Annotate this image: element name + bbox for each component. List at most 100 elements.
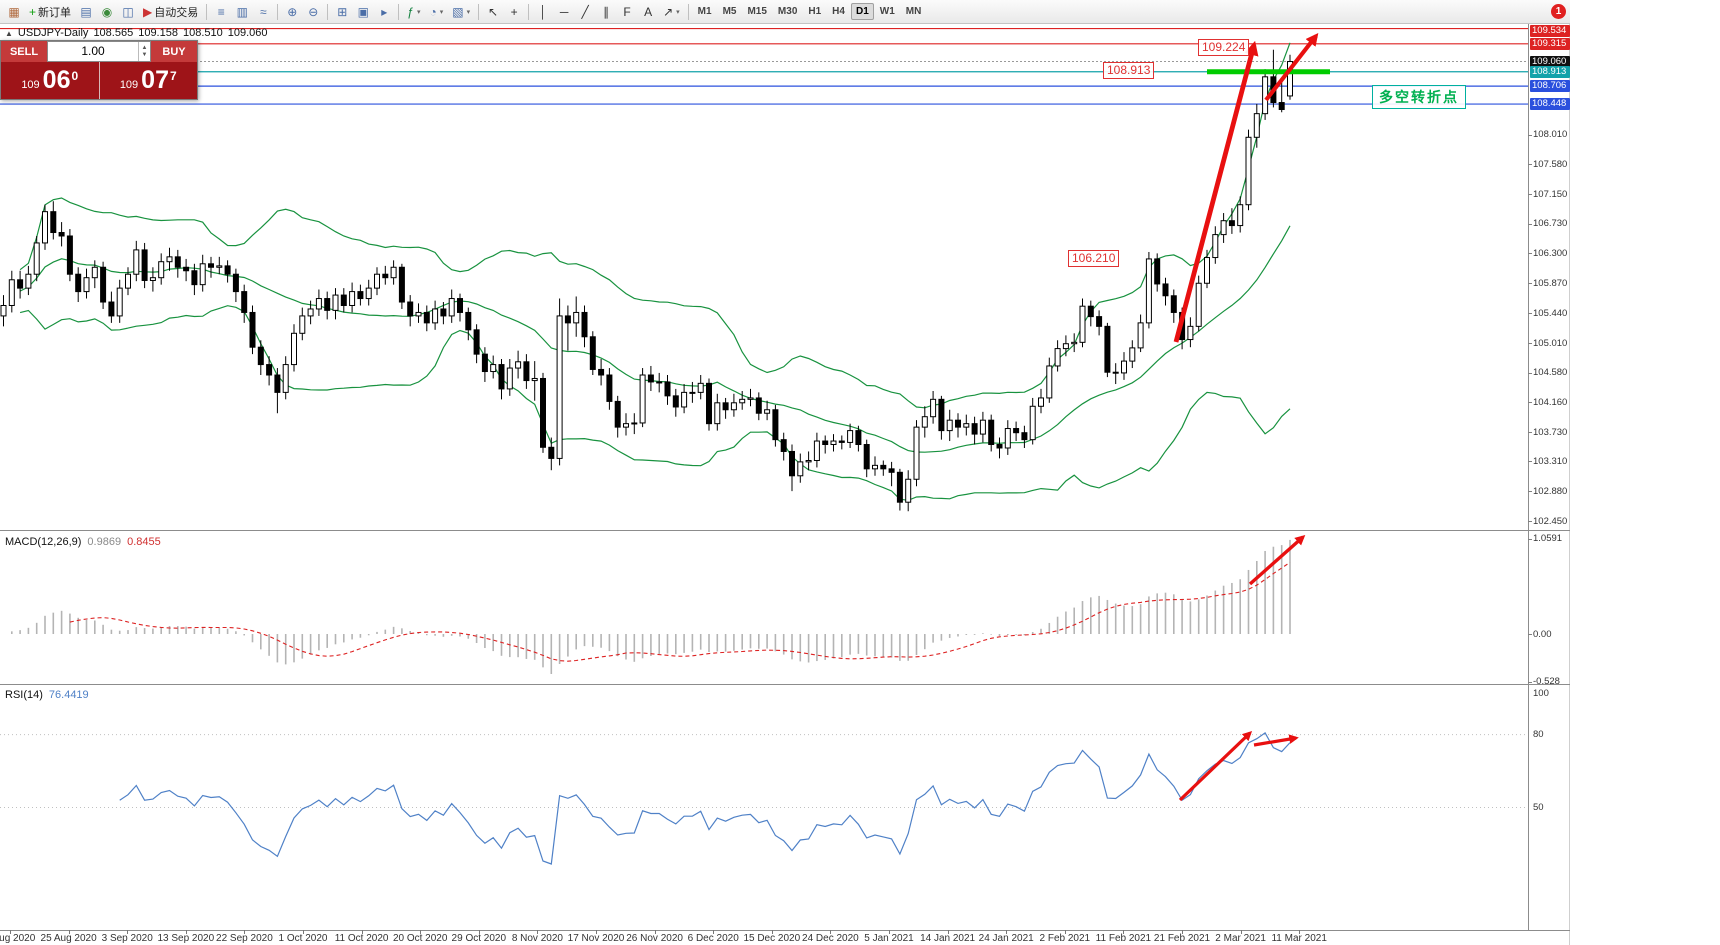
date-axis-label: 24 Jan 2021 xyxy=(978,933,1034,944)
date-axis-label: 21 Feb 2021 xyxy=(1153,933,1211,944)
axis-tick xyxy=(889,930,890,934)
horizontal-line-button[interactable]: ─ xyxy=(554,2,574,22)
price-axis-label: 107.150 xyxy=(1533,188,1568,200)
notification-badge[interactable]: 1 xyxy=(1551,4,1566,19)
indicators-button[interactable]: ƒ ▾ xyxy=(403,2,424,22)
candlestick-chart-button[interactable]: ▥ xyxy=(232,2,252,22)
spin-down-icon[interactable]: ▼ xyxy=(141,51,148,58)
cursor-button[interactable]: ↖ xyxy=(483,2,503,22)
equidistant-channel-button[interactable]: ∥ xyxy=(596,2,616,22)
panel-separator[interactable] xyxy=(0,530,1570,531)
axis-tick xyxy=(1123,930,1125,934)
line-chart-button[interactable]: ≈ xyxy=(253,2,273,22)
rsi-arrow[interactable] xyxy=(1253,734,1299,747)
axis-tick xyxy=(10,930,11,934)
fibonacci-button[interactable]: F xyxy=(617,2,637,22)
new-chart-button[interactable]: ▦ xyxy=(4,2,24,22)
auto-arrange-button[interactable]: ▣ xyxy=(353,2,373,22)
volume-spinner[interactable]: ▲ ▼ xyxy=(138,42,150,61)
price-annotation[interactable]: 108.913 xyxy=(1103,62,1155,79)
price-axis-marker: 109.315 xyxy=(1530,37,1570,50)
volume-input[interactable]: 1.00 ▲ ▼ xyxy=(47,41,151,62)
timeframe-m1[interactable]: M1 xyxy=(697,6,712,17)
axis-tick xyxy=(1182,930,1183,934)
axis-tick xyxy=(771,930,773,934)
new-order-button[interactable]: + 新订单 xyxy=(25,2,75,22)
trendline-button[interactable]: ╱ xyxy=(575,2,595,22)
turning-point-label[interactable]: 多空转折点 xyxy=(1372,85,1466,109)
price-axis-label: 103.310 xyxy=(1533,455,1568,467)
tile-windows-button[interactable]: ⊞ xyxy=(332,2,352,22)
crosshair-icon: + xyxy=(510,4,518,19)
arrow-objects-button[interactable]: ↗ ▾ xyxy=(659,2,684,22)
macd-name: MACD(12,26,9) xyxy=(5,536,82,548)
price-annotation[interactable]: 109.224 xyxy=(1198,39,1250,56)
axis-tick xyxy=(654,930,656,934)
trend-arrows[interactable] xyxy=(1173,33,1319,343)
date-axis-label: 22 Sep 2020 xyxy=(216,933,273,944)
axis-tick xyxy=(1006,930,1008,934)
sell-button[interactable]: SELL xyxy=(1,41,47,62)
timeframe-m15[interactable]: M15 xyxy=(747,6,767,17)
zoom-out-button[interactable]: ⊖ xyxy=(303,2,323,22)
text-label-button[interactable]: A xyxy=(638,2,658,22)
indicators-icon: ƒ xyxy=(407,4,414,19)
date-axis-label: 13 Sep 2020 xyxy=(157,933,215,944)
templates-button[interactable]: ▧ ▾ xyxy=(448,2,474,22)
rsi-panel-canvas[interactable] xyxy=(0,686,1528,929)
axis-tick xyxy=(713,930,715,934)
timeframe-m30[interactable]: M30 xyxy=(777,6,798,17)
timeframe-h1[interactable]: H1 xyxy=(808,6,822,17)
timeframe-d1[interactable]: D1 xyxy=(850,3,874,20)
timeframe-m5[interactable]: M5 xyxy=(722,6,737,17)
macd-signal-value: 0.8455 xyxy=(127,536,161,548)
ohlc-open: 108.565 xyxy=(93,27,134,39)
date-axis-label: 11 Oct 2020 xyxy=(334,933,389,944)
collapse-panel-arrow-icon[interactable]: ▲ xyxy=(5,28,13,38)
attach-experts-button[interactable]: ◫ xyxy=(118,2,138,22)
autotrading-button[interactable]: ▶ 自动交易 xyxy=(139,2,202,22)
date-axis-label: 11 Mar 2021 xyxy=(1271,933,1327,944)
new-order-button-label: 新订单 xyxy=(38,6,72,19)
buy-button[interactable]: BUY xyxy=(151,41,197,62)
axis-tick xyxy=(68,930,70,934)
periods-button[interactable]: ◔ ▾ xyxy=(425,2,447,22)
bar-chart-button[interactable]: ≡ xyxy=(211,2,231,22)
rsi-axis-label: 80 xyxy=(1533,729,1544,741)
panel-separator[interactable] xyxy=(0,684,1570,685)
spin-up-icon[interactable]: ▲ xyxy=(141,44,148,51)
buy-price-big: 07 xyxy=(141,66,169,94)
price-axis-border xyxy=(1528,24,1529,931)
horizontal-lines[interactable] xyxy=(0,27,1528,105)
axis-tick xyxy=(1528,343,1532,344)
macd-panel-canvas[interactable] xyxy=(0,532,1528,684)
chart-shift-icon: ▸ xyxy=(381,4,388,19)
axis-tick xyxy=(1528,538,1532,540)
rsi-arrow[interactable] xyxy=(1178,731,1253,802)
crosshair-button[interactable]: + xyxy=(504,2,524,22)
zoom-out-icon: ⊖ xyxy=(308,4,319,19)
price-axis-label: 104.160 xyxy=(1533,396,1568,408)
zoom-in-button[interactable]: ⊕ xyxy=(282,2,302,22)
chart-shift-button[interactable]: ▸ xyxy=(374,2,394,22)
timeframe-mn[interactable]: MN xyxy=(905,6,922,17)
timeframe-h4[interactable]: H4 xyxy=(832,6,845,17)
axis-tick xyxy=(127,930,129,934)
macd-arrow[interactable] xyxy=(1248,534,1306,586)
price-annotation[interactable]: 106.210 xyxy=(1068,250,1120,267)
sell-price[interactable]: 109 06 0 xyxy=(1,62,100,99)
main-chart-canvas[interactable] xyxy=(0,24,1528,530)
axis-tick xyxy=(1064,930,1066,934)
price-axis-label: 104.580 xyxy=(1533,367,1568,379)
timeframe-w1[interactable]: W1 xyxy=(879,6,895,17)
chart-profiles-button[interactable]: ▤ xyxy=(76,2,96,22)
one-click-trading-panel: SELL 1.00 ▲ ▼ BUY 109 06 0 109 xyxy=(0,40,198,100)
data-history-button[interactable]: ◉ xyxy=(97,2,117,22)
autotrading-icon: ▶ xyxy=(143,4,153,19)
buy-price[interactable]: 109 07 7 xyxy=(100,62,198,99)
support-zone-bar[interactable] xyxy=(1207,69,1330,75)
buy-price-sup: 7 xyxy=(169,69,177,83)
axis-tick xyxy=(1528,402,1532,404)
date-axis-label: 15 Dec 2020 xyxy=(743,933,801,944)
vertical-line-button[interactable]: │ xyxy=(533,2,553,22)
